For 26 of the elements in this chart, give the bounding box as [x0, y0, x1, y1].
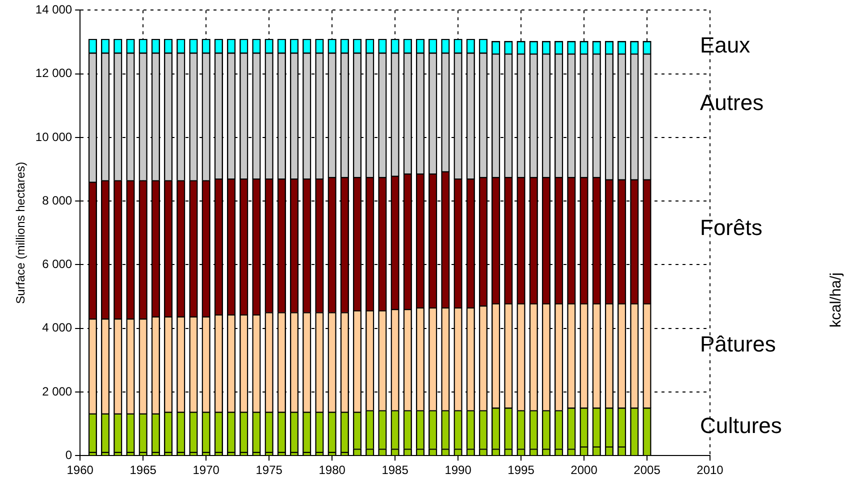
y-tick-label: 12 000	[35, 66, 72, 80]
text: Autres	[700, 90, 764, 116]
x-tick-label: 1995	[508, 463, 535, 478]
x-tick-label: 1985	[382, 463, 409, 478]
x-tick-label: 2000	[570, 463, 598, 478]
y-tick-label: 2 000	[42, 384, 72, 398]
text: Forêts	[700, 215, 762, 240]
x-tick-label: 2010	[696, 463, 724, 478]
x-tick-label: 1965	[130, 463, 157, 478]
y-tick-label: 10 000	[35, 130, 72, 144]
text: Cultures	[700, 413, 782, 438]
y-tick-label: 0	[65, 448, 72, 462]
y-tick-label: 4 000	[42, 320, 72, 335]
y-tick-label: 14 000	[35, 2, 72, 17]
x-tick-label: 1970	[192, 463, 220, 478]
text: Eaux	[700, 32, 750, 58]
text: kcal/ha/j	[828, 272, 844, 328]
y-axis-title: Surface (millions hectares)	[14, 162, 28, 304]
x-tick-label: 2005	[634, 463, 661, 478]
x-tick-label: 1975	[256, 463, 283, 478]
y-tick-label: 6 000	[42, 257, 72, 272]
text: Pâtures	[700, 331, 776, 356]
y-tick-label: 8 000	[42, 193, 72, 208]
x-tick-label: 1960	[66, 463, 94, 478]
x-tick-label: 1990	[444, 463, 472, 478]
x-tick-label: 1980	[318, 463, 346, 478]
